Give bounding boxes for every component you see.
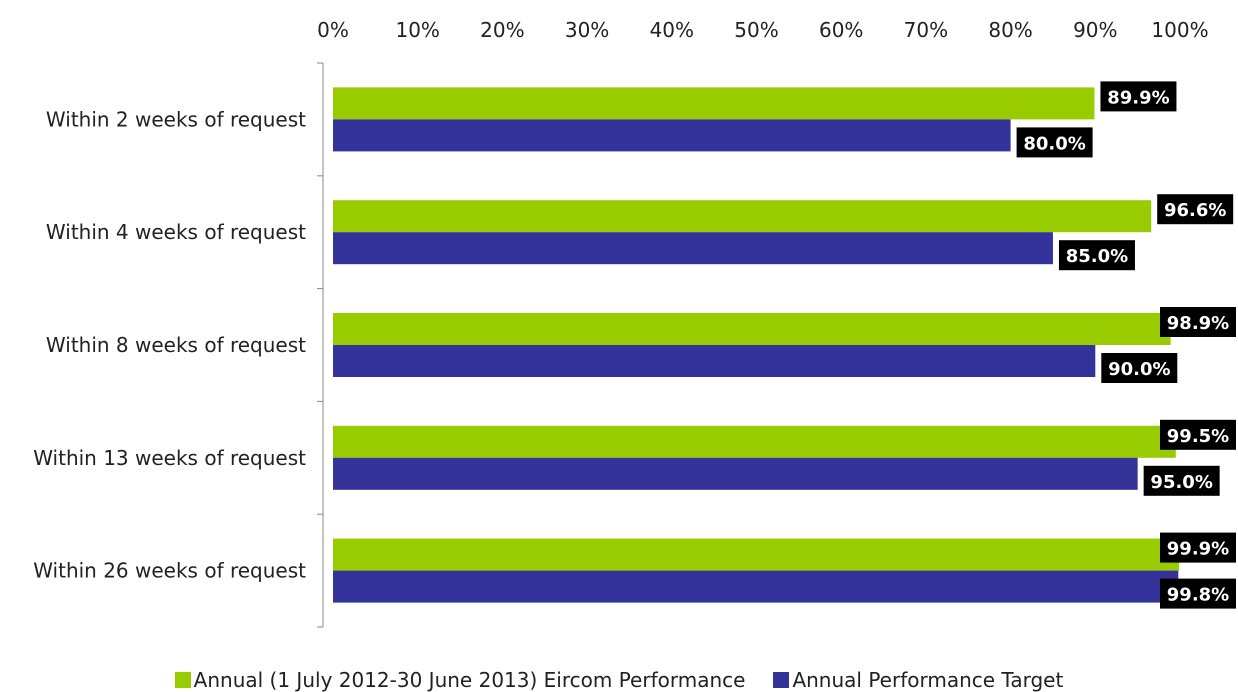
x-tick-label-40: 40%	[650, 18, 694, 42]
x-tick-label-30: 30%	[565, 18, 609, 42]
bar-performance-4	[333, 425, 1176, 458]
data-label-target-5: 99.8%	[1167, 585, 1229, 606]
x-tick-label-50: 50%	[734, 18, 778, 42]
bar-target-3	[333, 345, 1096, 377]
x-axis-ticks: 0% 10% 20% 30% 40% 50% 60% 70% 80% 90% 100%	[317, 18, 1208, 42]
legend-swatch-performance-target	[773, 672, 790, 688]
data-label-target-4: 95.0%	[1150, 472, 1212, 493]
data-label-bg-performance-3	[1160, 307, 1236, 337]
x-tick-label-70: 70%	[904, 18, 948, 42]
data-label-performance-1: 89.9%	[1107, 87, 1169, 108]
data-label-bg-target-5	[1160, 578, 1236, 609]
category-labels: Within 2 weeks of request Within 4 weeks …	[33, 107, 306, 582]
category-label-within-8-weeks-of-request: Within 8 weeks of request	[46, 333, 306, 357]
data-label-bg-target-1	[1016, 127, 1093, 158]
x-tick-label-0: 0%	[317, 18, 349, 42]
data-label-bg-target-2	[1058, 240, 1135, 271]
legend: Annual (1 July 2012-30 June 2013) Eircom…	[0, 668, 1238, 692]
bar-performance-1	[333, 87, 1095, 120]
category-label-within-26-weeks-of-request: Within 26 weeks of request	[33, 559, 306, 583]
x-tick-label-90: 90%	[1073, 18, 1117, 42]
data-labels: 89.9% 80.0% 96.6% 85.0% 98.9% 90.0% 99.5% 95.0%…	[1016, 81, 1236, 609]
category-label-within-2-weeks-of-request: Within 2 weeks of request	[46, 107, 306, 131]
bar-performance-3	[333, 313, 1171, 345]
data-label-performance-5: 99.9%	[1167, 539, 1229, 560]
category-label-within-4-weeks-of-request: Within 4 weeks of request	[46, 220, 306, 244]
bar-performance-5	[333, 538, 1180, 571]
legend-item-eircom-performance: Annual (1 July 2012-30 June 2013) Eircom…	[174, 668, 746, 692]
x-tick-label-20: 20%	[480, 18, 524, 42]
bar-target-2	[333, 232, 1053, 265]
x-tick-label-10: 10%	[395, 18, 439, 42]
x-tick-label-60: 60%	[819, 18, 863, 42]
data-label-performance-2: 96.6%	[1164, 200, 1226, 221]
bar-target-4	[333, 457, 1138, 490]
bar-target-5	[333, 570, 1179, 603]
bar-target-1	[333, 119, 1011, 152]
data-label-target-2: 85.0%	[1066, 246, 1128, 267]
legend-swatch-eircom-performance	[174, 672, 191, 688]
bar-performance-2	[333, 200, 1152, 233]
y-axis	[317, 62, 324, 628]
data-label-target-1: 80.0%	[1023, 133, 1085, 154]
data-label-bg-target-4	[1143, 465, 1220, 496]
x-tick-label-80: 80%	[988, 18, 1032, 42]
data-label-performance-3: 98.9%	[1167, 313, 1229, 334]
legend-item-performance-target: Annual Performance Target	[773, 668, 1063, 692]
data-label-target-3: 90.0%	[1108, 359, 1170, 380]
legend-label-eircom-performance: Annual (1 July 2012-30 June 2013) Eircom…	[193, 668, 746, 692]
category-label-within-13-weeks-of-request: Within 13 weeks of request	[33, 446, 306, 470]
data-label-bg-performance-2	[1157, 194, 1234, 225]
data-label-bg-performance-5	[1160, 532, 1236, 563]
legend-label-performance-target: Annual Performance Target	[792, 668, 1064, 692]
bars	[333, 87, 1180, 603]
data-label-bg-performance-1	[1100, 81, 1177, 112]
data-label-performance-4: 99.5%	[1167, 426, 1229, 447]
data-label-bg-target-3	[1101, 353, 1178, 383]
data-label-bg-performance-4	[1160, 419, 1236, 450]
x-tick-label-100: 100%	[1151, 18, 1208, 42]
